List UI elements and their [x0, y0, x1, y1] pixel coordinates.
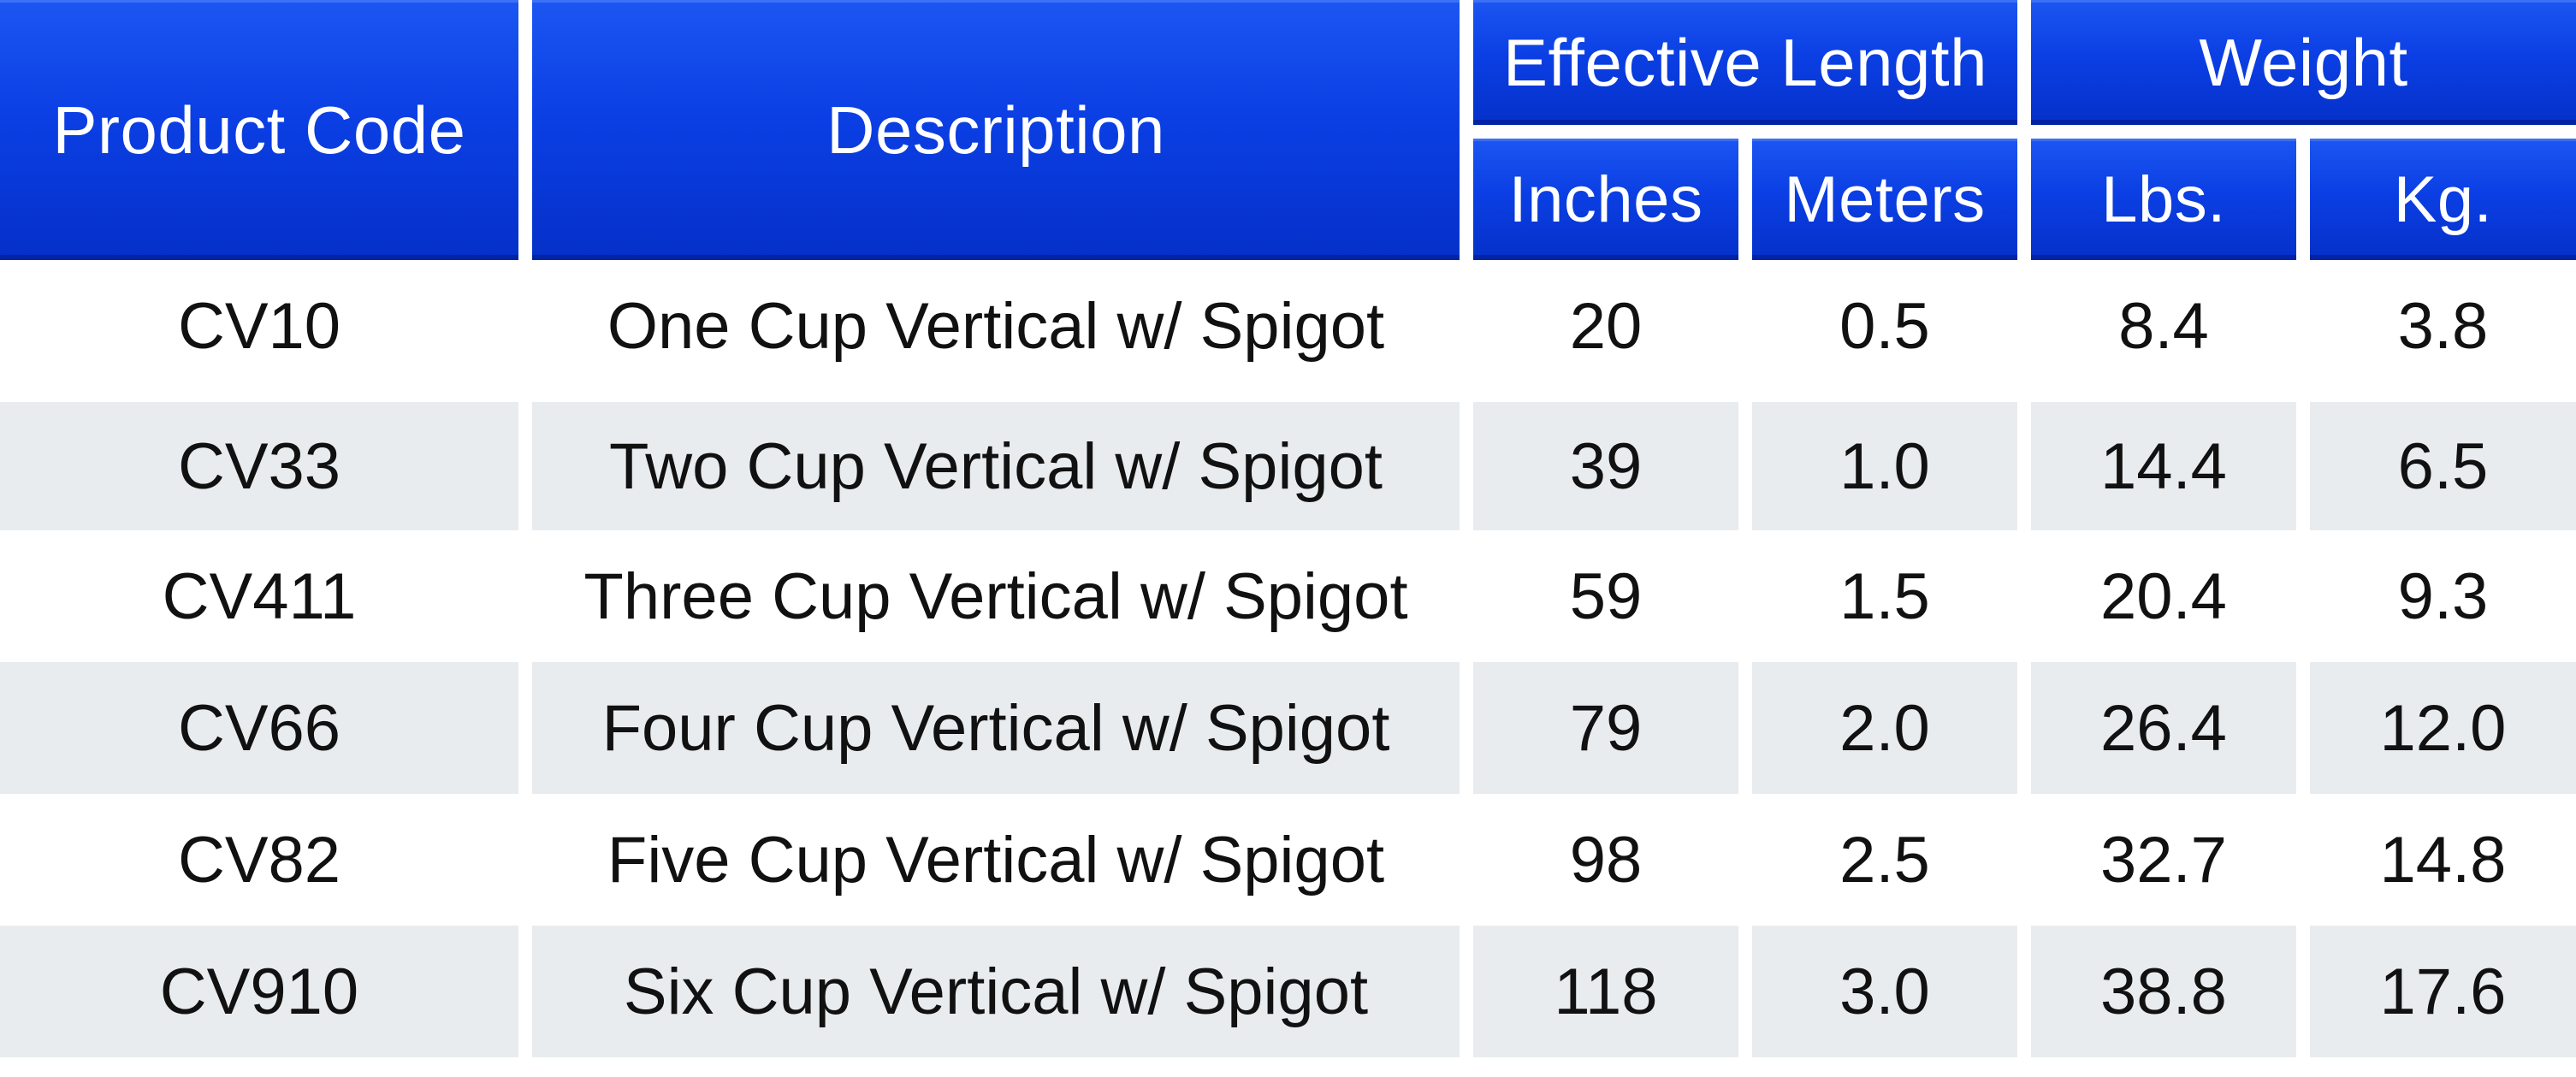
table-row-2-inches: 39 — [1473, 402, 1738, 530]
length-meters: 1.5 — [1839, 559, 1930, 633]
header-kg-label: Kg. — [2393, 163, 2493, 236]
weight-lbs: 32.7 — [2100, 823, 2227, 897]
table-row-3-lbs: 20.4 — [2031, 530, 2296, 662]
table-row-3-meters: 1.5 — [1752, 530, 2017, 662]
weight-kg: 17.6 — [2379, 955, 2507, 1028]
table-row-6-kg: 17.6 — [2310, 926, 2576, 1057]
header-weight: Weight — [2031, 0, 2576, 125]
table-row-2-lbs: 14.4 — [2031, 402, 2296, 530]
product-description: Six Cup Vertical w/ Spigot — [623, 955, 1369, 1028]
header-meters-label: Meters — [1784, 163, 1986, 236]
weight-kg: 12.0 — [2379, 691, 2507, 765]
table-row-5-inches: 98 — [1473, 794, 1738, 926]
product-code: CV411 — [162, 559, 357, 633]
product-description: Two Cup Vertical w/ Spigot — [609, 429, 1383, 503]
header-inches-label: Inches — [1508, 163, 1703, 236]
table-row-4-lbs: 26.4 — [2031, 662, 2296, 794]
table-row-3-description: Three Cup Vertical w/ Spigot — [532, 530, 1460, 662]
length-inches: 98 — [1569, 823, 1643, 897]
table-row-6-description: Six Cup Vertical w/ Spigot — [532, 926, 1460, 1057]
weight-lbs: 38.8 — [2100, 955, 2227, 1028]
header-product-code-label: Product Code — [52, 92, 466, 168]
table-row-5-meters: 2.5 — [1752, 794, 2017, 926]
product-code: CV910 — [159, 955, 359, 1028]
table-row-3-kg: 9.3 — [2310, 530, 2576, 662]
header-effective-length-label: Effective Length — [1503, 24, 1987, 100]
table-row-3-inches: 59 — [1473, 530, 1738, 662]
weight-kg: 14.8 — [2379, 823, 2507, 897]
weight-lbs: 8.4 — [2118, 289, 2209, 363]
table-row-1-meters: 0.5 — [1752, 260, 2017, 392]
header-description-label: Description — [826, 92, 1165, 168]
header-weight-label: Weight — [2199, 24, 2408, 100]
length-meters: 2.0 — [1839, 691, 1930, 765]
header-lbs: Lbs. — [2031, 139, 2296, 260]
header-effective-length: Effective Length — [1473, 0, 2017, 125]
table-row-3-code: CV411 — [0, 530, 518, 662]
table-row-4-kg: 12.0 — [2310, 662, 2576, 794]
header-product-code: Product Code — [0, 0, 518, 260]
table-row-2-meters: 1.0 — [1752, 402, 2017, 530]
header-meters: Meters — [1752, 139, 2017, 260]
table-row-5-lbs: 32.7 — [2031, 794, 2296, 926]
product-description: Five Cup Vertical w/ Spigot — [607, 823, 1385, 897]
length-inches: 39 — [1569, 429, 1643, 503]
table-row-2-code: CV33 — [0, 402, 518, 530]
table-row-6-inches: 118 — [1473, 926, 1738, 1057]
length-inches: 79 — [1569, 691, 1643, 765]
product-description: One Cup Vertical w/ Spigot — [607, 289, 1385, 363]
table-row-2-kg: 6.5 — [2310, 402, 2576, 530]
header-description: Description — [532, 0, 1460, 260]
length-inches: 20 — [1569, 289, 1643, 363]
table-row-4-inches: 79 — [1473, 662, 1738, 794]
product-code: CV33 — [177, 429, 341, 503]
header-lbs-label: Lbs. — [2101, 163, 2226, 236]
table-row-4-description: Four Cup Vertical w/ Spigot — [532, 662, 1460, 794]
weight-lbs: 20.4 — [2100, 559, 2227, 633]
length-meters: 3.0 — [1839, 955, 1930, 1028]
length-meters: 0.5 — [1839, 289, 1930, 363]
table-row-5-description: Five Cup Vertical w/ Spigot — [532, 794, 1460, 926]
table-row-6-code: CV910 — [0, 926, 518, 1057]
table-row-1-code: CV10 — [0, 260, 518, 392]
weight-kg: 3.8 — [2397, 289, 2489, 363]
product-code: CV66 — [177, 691, 341, 765]
weight-kg: 9.3 — [2397, 559, 2489, 633]
product-code: CV10 — [177, 289, 341, 363]
table-row-5-kg: 14.8 — [2310, 794, 2576, 926]
weight-lbs: 14.4 — [2100, 429, 2227, 503]
length-meters: 2.5 — [1839, 823, 1930, 897]
table-row-6-meters: 3.0 — [1752, 926, 2017, 1057]
table-row-5-code: CV82 — [0, 794, 518, 926]
length-inches: 59 — [1569, 559, 1643, 633]
header-kg: Kg. — [2310, 139, 2576, 260]
table-row-1-kg: 3.8 — [2310, 260, 2576, 392]
product-code: CV82 — [177, 823, 341, 897]
length-meters: 1.0 — [1839, 429, 1930, 503]
table-row-4-meters: 2.0 — [1752, 662, 2017, 794]
table-row-4-code: CV66 — [0, 662, 518, 794]
product-description: Three Cup Vertical w/ Spigot — [583, 559, 1408, 633]
table-row-2-description: Two Cup Vertical w/ Spigot — [532, 402, 1460, 530]
table-row-1-inches: 20 — [1473, 260, 1738, 392]
product-description: Four Cup Vertical w/ Spigot — [601, 691, 1390, 765]
table-row-6-lbs: 38.8 — [2031, 926, 2296, 1057]
table-row-1-lbs: 8.4 — [2031, 260, 2296, 392]
length-inches: 118 — [1554, 955, 1658, 1028]
weight-lbs: 26.4 — [2100, 691, 2227, 765]
table-row-1-description: One Cup Vertical w/ Spigot — [532, 260, 1460, 392]
header-inches: Inches — [1473, 139, 1738, 260]
weight-kg: 6.5 — [2397, 429, 2489, 503]
